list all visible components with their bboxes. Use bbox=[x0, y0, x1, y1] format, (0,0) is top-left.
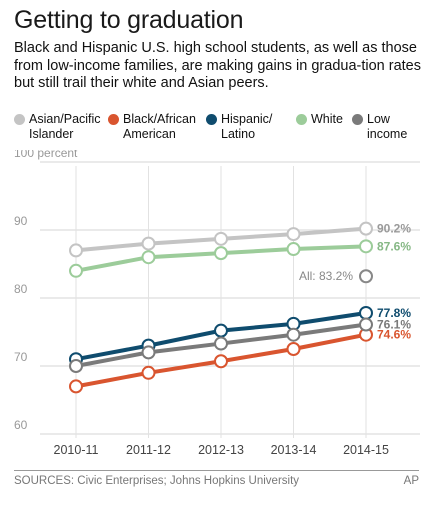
legend-item-asian-pacific-islander: Asian/Pacific Islander bbox=[14, 112, 101, 142]
line-chart: 60 70 80 90 100 percent 2010-11 2011-12 2012-13… bbox=[14, 150, 420, 457]
x-tick-label: 2013-14 bbox=[271, 443, 317, 457]
data-point-white bbox=[359, 239, 373, 254]
legend-item-low-income: Low income bbox=[352, 112, 429, 142]
data-point-low-income bbox=[69, 359, 83, 373]
legend-item-hispanic-latino: Hispanic/Latino bbox=[206, 112, 272, 142]
legend-label: Asian/Pacific Islander bbox=[29, 112, 101, 141]
end-label-white: 87.6% bbox=[377, 239, 411, 253]
y-tick-label: 90 bbox=[14, 214, 28, 228]
end-label-black-african-american: 74.6% bbox=[377, 328, 411, 342]
legend-swatch bbox=[296, 114, 307, 125]
data-point-white bbox=[141, 250, 156, 265]
chart-subtitle: Black and Hispanic U.S. high school stud… bbox=[14, 40, 421, 91]
data-point-low-income bbox=[359, 317, 373, 332]
data-point-hispanic-latino bbox=[359, 305, 373, 320]
legend: Asian/Pacific Islander Black/African Americ… bbox=[14, 112, 429, 162]
annotation-label-all: All: 83.2% bbox=[299, 269, 353, 283]
data-point-asian-pacific-islander bbox=[69, 243, 83, 258]
source-note: SOURCES: Civic Enterprises; Johns Hopkin… bbox=[14, 475, 300, 487]
data-point-asian-pacific-islander bbox=[214, 231, 228, 246]
legend-item-white: White bbox=[296, 112, 343, 127]
data-point-white bbox=[286, 242, 301, 257]
footer-divider bbox=[14, 470, 419, 471]
legend-label: Low income bbox=[367, 112, 408, 141]
legend-item-black-african-american: Black/African American bbox=[108, 112, 196, 142]
legend-label: Black/African American bbox=[123, 112, 196, 141]
x-tick-label: 2012-13 bbox=[198, 443, 244, 457]
y-tick-label: 80 bbox=[14, 282, 28, 296]
legend-swatch bbox=[206, 114, 217, 125]
data-point-black-african-american bbox=[214, 354, 228, 369]
data-point-black-african-american bbox=[69, 379, 83, 394]
data-point-low-income bbox=[214, 336, 228, 351]
x-tick-label: 2010-11 bbox=[54, 443, 99, 457]
data-point-asian-pacific-islander bbox=[359, 221, 373, 236]
data-point-asian-pacific-islander bbox=[141, 236, 156, 251]
legend-label: White bbox=[311, 112, 343, 126]
data-point-asian-pacific-islander bbox=[286, 227, 301, 242]
y-tick-label: 100 percent bbox=[14, 150, 78, 160]
y-tick-label: 70 bbox=[14, 350, 28, 364]
annotation-marker-all bbox=[359, 269, 373, 284]
end-label-asian-pacific-islander: 90.2% bbox=[377, 222, 411, 236]
data-point-low-income bbox=[286, 327, 301, 342]
end-label-low-income: 76.1% bbox=[377, 318, 411, 332]
legend-swatch bbox=[14, 114, 25, 125]
data-point-black-african-american bbox=[286, 342, 301, 356]
end-label-hispanic-latino: 77.8% bbox=[377, 306, 411, 320]
credit: AP bbox=[403, 475, 419, 487]
legend-swatch bbox=[108, 114, 119, 125]
legend-swatch bbox=[352, 114, 363, 125]
x-tick-label: 2014-15 bbox=[343, 443, 389, 457]
legend-label: Hispanic/Latino bbox=[221, 112, 273, 141]
data-point-hispanic-latino bbox=[214, 323, 228, 338]
chart-title: Getting to graduation bbox=[14, 6, 244, 34]
data-point-black-african-american bbox=[141, 365, 156, 380]
data-point-white bbox=[69, 263, 83, 278]
data-point-low-income bbox=[141, 345, 156, 360]
data-point-white bbox=[214, 246, 228, 261]
y-tick-label: 60 bbox=[14, 418, 28, 432]
x-tick-label: 2011-12 bbox=[126, 443, 171, 457]
